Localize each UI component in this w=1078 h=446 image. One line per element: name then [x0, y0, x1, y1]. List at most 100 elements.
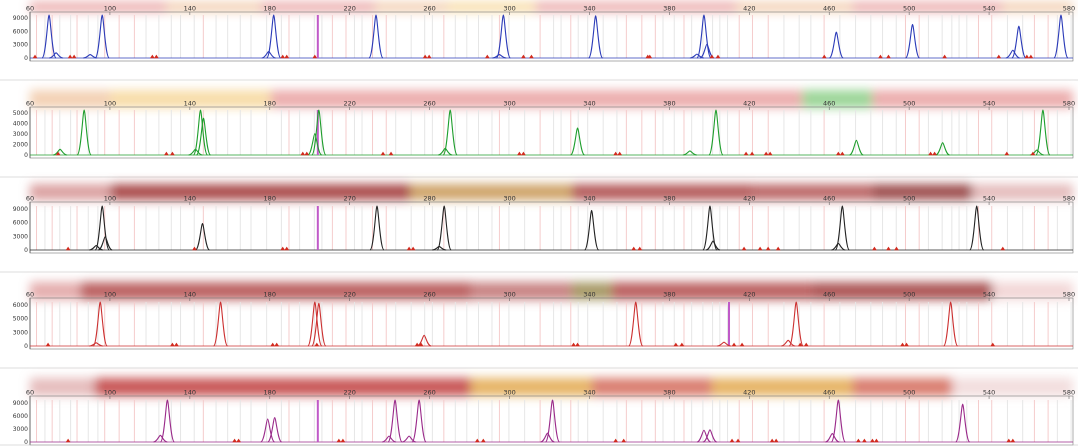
bin-stripe-61 [712, 400, 714, 442]
bin-stripe-67 [783, 15, 785, 58]
bin-stripe-7 [97, 206, 99, 250]
bin-stripe-36 [431, 15, 433, 58]
bin-stripe-82 [966, 15, 968, 58]
bin-stripe-86 [1022, 206, 1024, 250]
x-tick-label: 540 [983, 389, 995, 397]
bin-stripe-65 [751, 302, 753, 346]
bin-stripe-20 [250, 15, 252, 58]
bin-stripe-70 [823, 302, 825, 346]
x-tick-label: 380 [663, 100, 675, 108]
bin-stripe-85 [1006, 15, 1008, 58]
bin-segment-0 [30, 2, 167, 12]
x-tick-label: 180 [264, 291, 276, 299]
bin-stripe-11 [145, 110, 147, 155]
x-tick-label: 180 [264, 389, 276, 397]
bin-stripe-19 [239, 302, 241, 346]
bin-stripe-83 [977, 110, 979, 155]
bin-stripe-11 [145, 15, 147, 58]
allele-marker-4 [406, 246, 412, 251]
bin-stripe-28 [345, 206, 347, 250]
bin-stripe-24 [299, 110, 301, 155]
allele-marker-12 [872, 246, 877, 251]
allele-marker-13 [886, 246, 891, 251]
bin-stripe-72 [855, 15, 857, 58]
bin-stripe-39 [466, 206, 468, 250]
allele-marker-6 [414, 342, 420, 347]
bin-stripe-43 [508, 206, 510, 250]
x-tick-label: 420 [743, 389, 755, 397]
lane-panel-5: 60 100 140 180 220 260 300 340 380 420 460 500 540 58… [0, 378, 1078, 446]
bin-stripe-21 [266, 110, 268, 155]
x-tick-label: 260 [423, 5, 435, 13]
allele-marker-3 [270, 342, 276, 347]
peak-10 [682, 150, 697, 156]
peak-16 [1011, 25, 1027, 59]
bin-stripe-28 [345, 110, 347, 155]
bin-stripe-5 [76, 15, 78, 58]
bin-stripe-60 [702, 302, 704, 346]
bin-stripe-12 [158, 15, 160, 58]
allele-marker-10 [735, 438, 741, 443]
allele-marker-1 [170, 342, 175, 347]
bin-stripe-49 [577, 400, 579, 442]
bin-stripe-37 [443, 302, 445, 346]
bin-segment-5 [852, 378, 953, 396]
bin-stripe-84 [991, 206, 993, 250]
bin-stripe-57 [673, 400, 675, 442]
bin-stripe-74 [882, 302, 884, 346]
allele-marker-2 [71, 54, 77, 59]
bin-stripe-60 [702, 110, 704, 155]
peak-3 [307, 301, 323, 347]
bin-stripe-56 [662, 400, 664, 442]
bin-stripe-47 [560, 400, 562, 442]
peak-7 [716, 341, 732, 347]
peak-12 [699, 43, 715, 59]
peak-1 [76, 109, 92, 156]
bin-stripe-19 [239, 110, 241, 155]
bin-stripe-14 [180, 206, 182, 250]
allele-marker-0 [32, 54, 38, 59]
bin-stripe-54 [641, 15, 643, 58]
bin-stripe-50 [587, 206, 589, 250]
x-tick-label: 140 [184, 100, 196, 108]
x-tick-label: 100 [104, 291, 116, 299]
bin-stripe-45 [539, 400, 541, 442]
bin-stripe-38 [454, 302, 456, 346]
allele-marker-10 [765, 246, 771, 251]
bin-stripe-29 [353, 110, 355, 155]
bin-stripe-57 [673, 110, 675, 155]
bin-stripe-38 [454, 206, 456, 250]
bin-stripe-26 [321, 302, 323, 346]
bin-stripe-51 [602, 206, 604, 250]
bin-stripe-9 [118, 302, 120, 346]
bin-stripe-66 [767, 400, 769, 442]
bin-stripe-41 [491, 15, 493, 58]
bin-stripe-4 [70, 110, 72, 155]
allele-marker-21 [996, 54, 1002, 59]
bin-stripe-53 [625, 15, 627, 58]
allele-marker-8 [422, 54, 428, 59]
bin-stripe-59 [691, 302, 693, 346]
bin-stripe-40 [478, 15, 480, 58]
bin-stripe-11 [145, 206, 147, 250]
bin-stripe-90 [1070, 302, 1072, 346]
allele-marker-11 [743, 151, 749, 156]
bin-stripe-18 [227, 400, 229, 442]
bin-stripe-39 [466, 400, 468, 442]
lane-panel-1: 60 100 140 180 220 260 300 340 380 420 460 500 540 58… [0, 2, 1078, 81]
peak-10 [943, 301, 959, 347]
peak-2 [260, 418, 276, 443]
bin-stripe-37 [443, 206, 445, 250]
peak-8 [781, 339, 796, 347]
peak-8 [495, 14, 511, 59]
peak-4 [381, 435, 397, 443]
bin-stripe-81 [958, 400, 960, 442]
bin-stripe-59 [691, 206, 693, 250]
bin-segment-0 [30, 378, 95, 396]
allele-marker-15 [870, 438, 875, 443]
peak-11 [702, 429, 718, 443]
bin-stripe-31 [372, 15, 374, 58]
bin-stripe-28 [345, 302, 347, 346]
x-tick-label: 220 [343, 5, 355, 13]
